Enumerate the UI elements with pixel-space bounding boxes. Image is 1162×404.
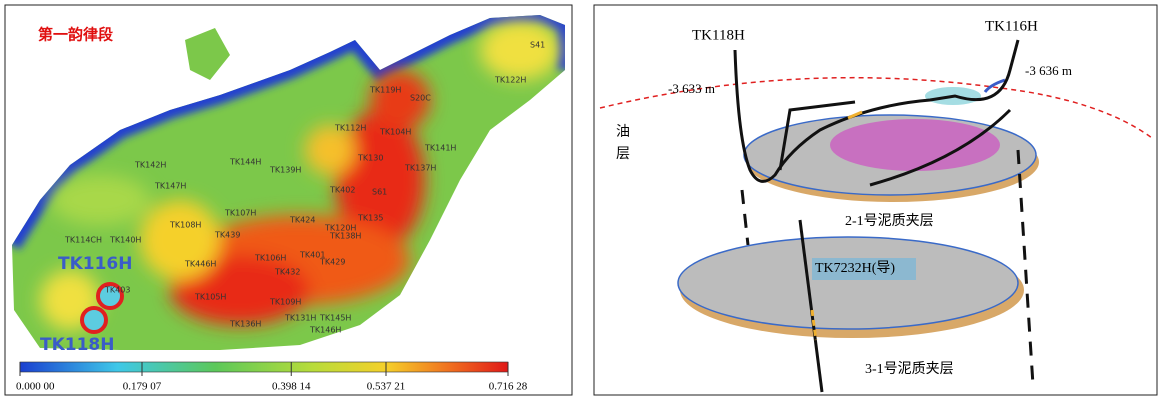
well-label: TK429 — [319, 258, 345, 267]
layer-label: 层 — [616, 146, 630, 162]
well-label: TK104H — [379, 128, 411, 137]
well-label: TK105H — [194, 293, 226, 302]
highlight-well: TK116H — [58, 254, 132, 274]
colorbar — [20, 362, 508, 372]
interlayer-label: 2-1号泥质夹层 — [845, 213, 934, 229]
well-label: TK116H — [985, 18, 1038, 34]
well-marker — [82, 308, 106, 332]
well-label: TK131H — [284, 314, 316, 323]
well-label: TK432 — [274, 268, 300, 277]
well-label: TK136H — [229, 320, 261, 329]
well-label: TK119H — [369, 86, 401, 95]
oil-zone — [830, 119, 1000, 171]
well-label: TK122H — [494, 76, 526, 85]
well-label: TK107H — [224, 209, 256, 218]
well-label: TK135 — [357, 214, 383, 223]
well-label: TK446H — [184, 260, 216, 269]
interlayer-lens — [678, 237, 1018, 329]
well-label: TK439 — [214, 231, 240, 240]
well-label: TK142H — [134, 161, 166, 170]
well-label: TK118H — [692, 27, 745, 43]
depth-label: -3 636 m — [1025, 63, 1072, 78]
well-label: TK108H — [169, 221, 201, 230]
well-label: TK144H — [229, 158, 261, 167]
well-label: TK147H — [154, 182, 186, 191]
interlayer-label: 3-1号泥质夹层 — [865, 361, 954, 377]
panel-title: 第一韵律段 — [38, 26, 113, 44]
well-label: TK424 — [289, 216, 315, 225]
well-label: TK109H — [269, 298, 301, 307]
page: 第一韵律段 TK116H TK118H TK119H S20C TK122H S41 T… — [0, 0, 1162, 400]
well-label: TK140H — [109, 236, 141, 245]
well-label: TK141H — [424, 144, 456, 153]
colorbar-label: 0.716 28 — [489, 381, 528, 393]
layer-label: 油 — [616, 124, 630, 140]
well-label: TK139H — [269, 166, 301, 175]
well-label: TK402 — [329, 186, 355, 195]
highlight-well: TK118H — [40, 335, 114, 355]
figure: 第一韵律段 TK116H TK118H TK119H S20C TK122H S41 T… — [0, 0, 1162, 400]
well-label: TK112H — [334, 124, 366, 133]
well-label: TK403 — [104, 286, 130, 295]
well-label: TK146H — [309, 326, 341, 335]
colorbar-label: 0.537 21 — [367, 381, 406, 393]
well-label: S20C — [410, 94, 431, 103]
depth-label: -3 633 m — [668, 81, 715, 96]
well-label: S61 — [372, 188, 387, 197]
well-label: TK114CH — [64, 236, 102, 245]
well-label: S41 — [530, 41, 545, 50]
guide-well-label: TK7232H(导) — [815, 261, 895, 276]
colorbar-label: 0.398 14 — [272, 381, 311, 393]
well-label: TK145H — [319, 314, 351, 323]
colorbar-label: 0.000 00 — [16, 381, 55, 393]
well-label: TK106H — [254, 254, 286, 263]
well-label: TK137H — [404, 164, 436, 173]
colorbar-label: 0.179 07 — [123, 381, 162, 393]
well-label: TK138H — [329, 232, 361, 241]
well-label: TK130 — [357, 154, 383, 163]
